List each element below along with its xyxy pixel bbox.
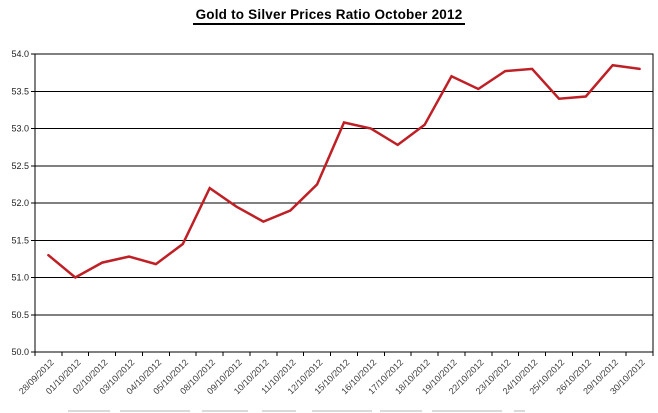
- y-axis-label: 52.5: [11, 161, 29, 171]
- series-line: [47, 63, 641, 280]
- plot-border: [34, 53, 654, 353]
- y-axis-label: 51.5: [11, 235, 29, 245]
- y-axis-label: 50.0: [11, 347, 29, 357]
- y-axis-label: 53.5: [11, 86, 29, 96]
- chart-title-row: Gold to Silver Prices Ratio October 2012: [0, 6, 658, 25]
- y-axis-label: 53.0: [11, 124, 29, 134]
- chart-title: Gold to Silver Prices Ratio October 2012: [192, 7, 466, 25]
- y-axis-label: 54.0: [11, 49, 29, 59]
- y-axis-label: 52.0: [11, 198, 29, 208]
- y-axis-label: 50.5: [11, 310, 29, 320]
- y-axis-label: 51.0: [11, 273, 29, 283]
